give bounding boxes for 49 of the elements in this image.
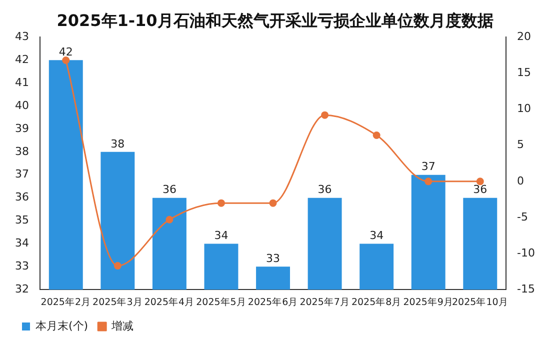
y-tick-label: 37 <box>14 168 29 181</box>
legend-label: 本月末(个) <box>36 319 88 332</box>
y-tick-label: 42 <box>14 53 29 66</box>
x-tick-label: 2025年3月 <box>92 296 143 308</box>
y-tick-label: 38 <box>14 144 29 158</box>
point <box>62 56 70 64</box>
y2-tick-label: -5 <box>517 210 528 224</box>
data-label: 36 <box>318 183 332 196</box>
y2-tick-label: 0 <box>517 174 524 188</box>
y-tick-label: 33 <box>14 260 29 273</box>
x-tick-label: 2025年8月 <box>351 296 402 308</box>
x-tick-label: 2025年7月 <box>300 296 350 308</box>
y-tick-label: 34 <box>14 236 29 250</box>
data-label: 37 <box>421 160 436 174</box>
x-tick-label: 2025年4月 <box>144 296 195 308</box>
point <box>269 199 277 207</box>
data-label: 42 <box>58 46 73 59</box>
data-label: 36 <box>473 183 488 196</box>
data-label: 33 <box>266 252 280 266</box>
y-tick-label: 40 <box>14 98 29 112</box>
point <box>372 132 380 140</box>
y-tick-label: 39 <box>14 122 29 135</box>
x-tick-label: 2025年6月 <box>248 296 298 308</box>
x-tick-label: 2025年5月 <box>196 296 246 308</box>
point <box>114 262 122 270</box>
point <box>166 216 174 224</box>
y2-tick-label: 10 <box>517 102 532 116</box>
y2-tick-label: -10 <box>517 246 535 260</box>
y-tick-label: 43 <box>14 30 29 44</box>
data-label: 34 <box>370 229 384 242</box>
y-tick-label: 32 <box>14 282 29 296</box>
point <box>217 199 225 207</box>
legend-label: 增减 <box>110 319 134 332</box>
y-tick-label: 35 <box>14 214 29 227</box>
data-label: 36 <box>162 183 176 196</box>
x-tick-label: 2025年2月 <box>40 296 92 308</box>
data-label: 34 <box>214 229 228 242</box>
x-tick-label: 2025年9月 <box>403 296 454 308</box>
point <box>321 111 329 119</box>
y-tick-label: 41 <box>14 76 29 89</box>
y2-tick-label: 20 <box>517 30 532 44</box>
chart-title: 2025年1-10月石油和天然气开采业亏损企业单位数月度数据 <box>56 10 494 30</box>
y2-tick-label: 5 <box>517 138 524 152</box>
y-tick-label: 36 <box>14 190 29 204</box>
data-label: 38 <box>110 137 125 150</box>
y2-tick-label: -15 <box>517 282 535 296</box>
y2-tick-label: 15 <box>517 66 532 80</box>
x-tick-label: 2025年10月 <box>452 296 508 308</box>
point <box>424 178 432 186</box>
